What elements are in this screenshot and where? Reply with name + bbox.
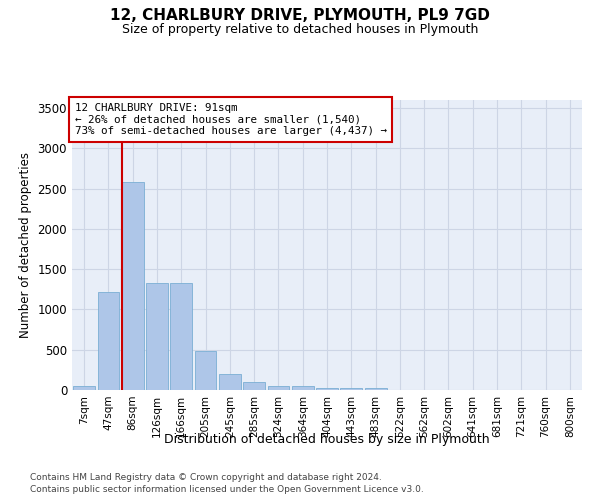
Bar: [268, 386, 289, 390]
Text: Size of property relative to detached houses in Plymouth: Size of property relative to detached ho…: [122, 22, 478, 36]
Text: 12 CHARLBURY DRIVE: 91sqm
← 26% of detached houses are smaller (1,540)
73% of se: 12 CHARLBURY DRIVE: 91sqm ← 26% of detac…: [74, 103, 386, 136]
Bar: [340, 388, 362, 390]
Bar: [170, 283, 192, 390]
Text: Distribution of detached houses by size in Plymouth: Distribution of detached houses by size …: [164, 432, 490, 446]
Bar: [73, 386, 95, 390]
Bar: [146, 283, 168, 390]
Y-axis label: Number of detached properties: Number of detached properties: [19, 152, 32, 338]
Text: 12, CHARLBURY DRIVE, PLYMOUTH, PL9 7GD: 12, CHARLBURY DRIVE, PLYMOUTH, PL9 7GD: [110, 8, 490, 22]
Bar: [292, 386, 314, 390]
Text: Contains public sector information licensed under the Open Government Licence v3: Contains public sector information licen…: [30, 485, 424, 494]
Bar: [97, 292, 119, 390]
Text: Contains HM Land Registry data © Crown copyright and database right 2024.: Contains HM Land Registry data © Crown c…: [30, 472, 382, 482]
Bar: [219, 374, 241, 390]
Bar: [243, 382, 265, 390]
Bar: [365, 388, 386, 390]
Bar: [194, 350, 217, 390]
Bar: [316, 388, 338, 390]
Bar: [122, 182, 143, 390]
